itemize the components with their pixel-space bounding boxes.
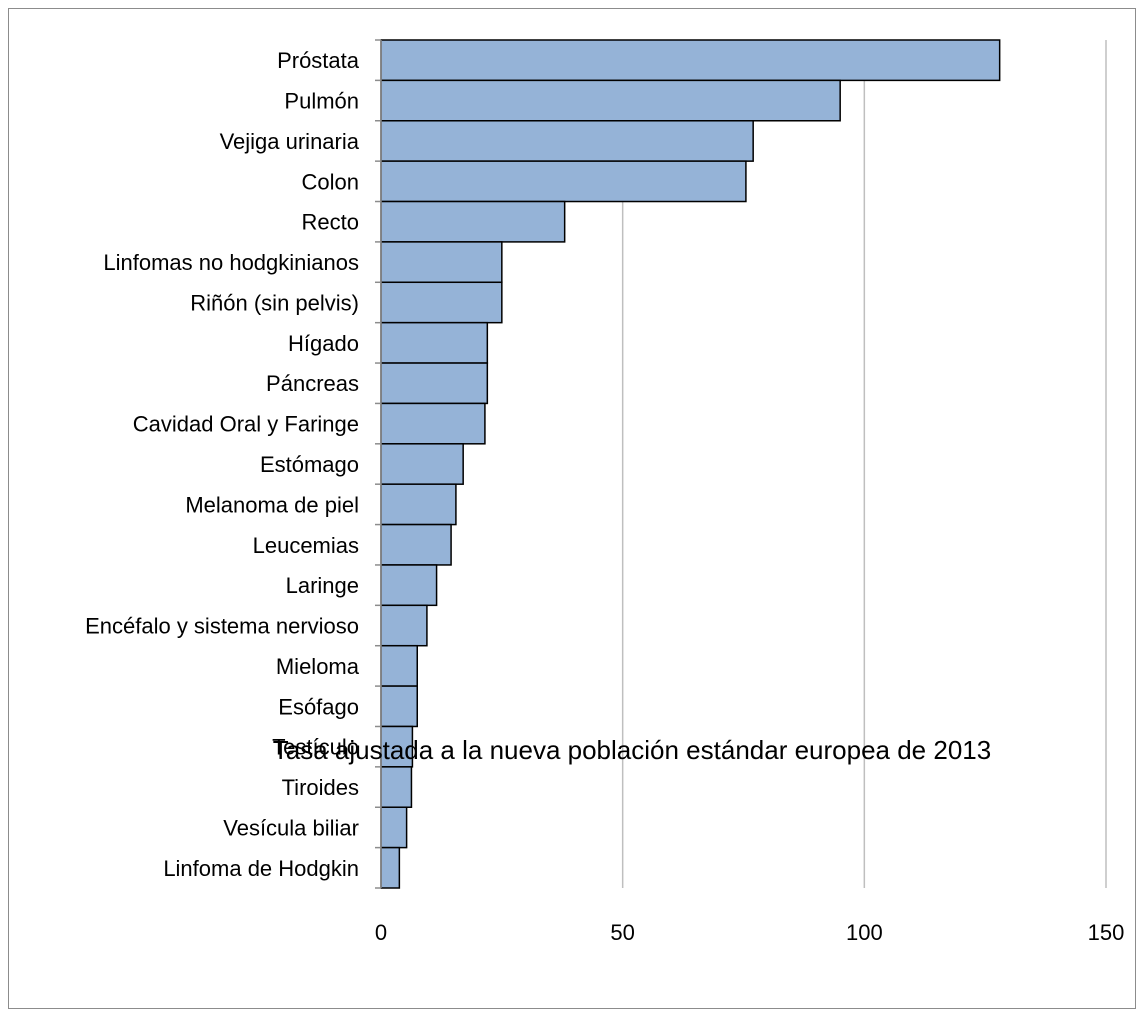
category-label-16: Esófago — [278, 694, 359, 719]
bar-8 — [380, 362, 489, 405]
category-label-17: Testículo — [272, 735, 359, 760]
category-label-1: Pulmón — [284, 89, 359, 114]
bar-2 — [380, 120, 754, 162]
category-label-11: Melanoma de piel — [185, 492, 359, 517]
bar-18 — [380, 766, 413, 808]
bar-0 — [380, 39, 1001, 82]
category-label-7: Hígado — [288, 331, 359, 356]
bar-7 — [380, 321, 489, 364]
bar-6 — [380, 281, 503, 324]
category-label-14: Encéfalo y sistema nervioso — [85, 614, 359, 639]
category-label-3: Colon — [302, 169, 359, 194]
bar-11 — [380, 483, 457, 526]
bar-4 — [380, 200, 566, 243]
x-tick-label-100: 100 — [846, 920, 883, 945]
category-label-10: Estómago — [260, 452, 359, 477]
bar-20 — [380, 846, 401, 889]
bar-19 — [380, 806, 408, 849]
bar-13 — [380, 564, 438, 607]
category-label-13: Laringe — [286, 573, 359, 598]
bar-16 — [380, 685, 418, 728]
bar-5 — [380, 241, 503, 284]
bar-1 — [380, 79, 841, 122]
x-tick-label-150: 150 — [1088, 920, 1125, 945]
category-label-5: Linfomas no hodgkinianos — [103, 250, 359, 275]
x-tick-label-0: 0 — [375, 920, 387, 945]
category-label-15: Mieloma — [276, 654, 360, 679]
category-label-8: Páncreas — [266, 371, 359, 396]
bar-12 — [380, 523, 452, 566]
bar-9 — [380, 402, 486, 445]
bar-3 — [380, 160, 747, 203]
bar-15 — [380, 644, 418, 687]
x-axis-label: Tasa ajustada a la nueva población están… — [272, 735, 992, 765]
category-label-2: Vejiga urinaria — [220, 129, 360, 154]
category-label-4: Recto — [302, 210, 359, 235]
bar-17 — [380, 725, 414, 768]
category-label-0: Próstata — [277, 48, 360, 73]
category-label-9: Cavidad Oral y Faringe — [133, 412, 359, 437]
bar-14 — [380, 604, 428, 647]
x-tick-label-50: 50 — [610, 920, 634, 945]
category-label-6: Riñón (sin pelvis) — [190, 290, 359, 315]
category-label-19: Vesícula biliar — [223, 815, 359, 840]
category-label-18: Tiroides — [282, 775, 359, 800]
category-label-12: Leucemias — [253, 533, 359, 558]
bar-10 — [380, 443, 464, 485]
category-label-20: Linfoma de Hodgkin — [163, 856, 359, 881]
